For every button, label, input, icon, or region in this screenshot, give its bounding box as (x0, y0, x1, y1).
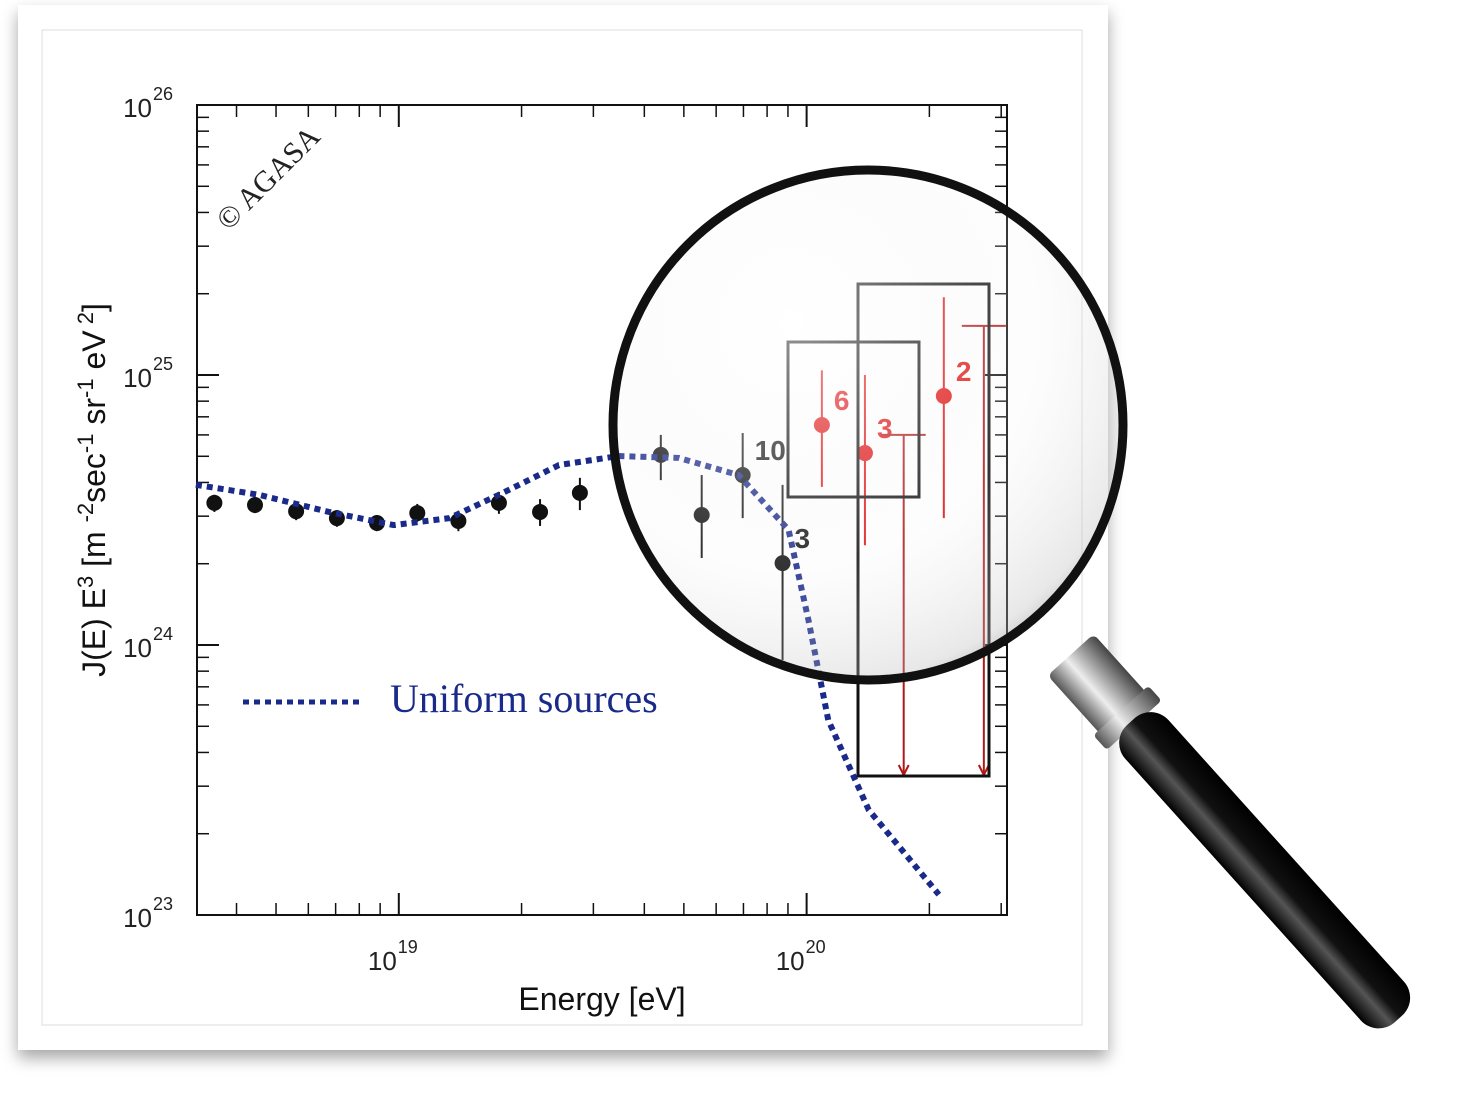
data-point (288, 503, 305, 520)
y-tick-label: 10 (123, 363, 152, 393)
x-tick-label-sup: 20 (806, 937, 826, 957)
y-axis-label-sup: -1 (73, 378, 98, 398)
y-axis-label-part: [m (76, 522, 112, 575)
y-tick-label: 10 (123, 93, 152, 123)
data-point (571, 484, 588, 501)
data-point (532, 503, 549, 520)
data-point (450, 512, 467, 529)
handle-collar (1050, 636, 1145, 733)
y-axis-label-sup: -1 (73, 434, 98, 454)
y-axis-label-part: J(E) E (76, 588, 112, 677)
x-tick-label: 10 (368, 946, 397, 976)
handle-ring (1094, 687, 1161, 749)
x-tick-label-sup: 19 (398, 937, 418, 957)
x-tick-label: 10 (776, 946, 805, 976)
y-axis-label-part: eV (76, 330, 112, 379)
y-axis-label-sup: 3 (73, 576, 98, 588)
y-tick-label-sup: 26 (153, 84, 173, 104)
handle (1119, 712, 1411, 1029)
y-axis-label-sup: -2 (73, 503, 98, 523)
y-axis-label: J(E) E3 [m -2sec-1 sr-1 eV 2] (73, 303, 112, 677)
lens (608, 165, 1128, 685)
y-tick-label-sup: 25 (153, 354, 173, 374)
data-point (247, 497, 264, 514)
y-tick-label-sup: 24 (153, 624, 173, 644)
y-tick-label: 10 (123, 903, 152, 933)
data-point (206, 494, 223, 511)
x-axis-label: Energy [eV] (518, 981, 685, 1017)
y-axis-label-sup: 2 (73, 312, 98, 330)
y-axis-label-part: sec (76, 453, 112, 503)
y-axis-label-part: ] (76, 303, 112, 312)
y-axis-label-part: sr (76, 398, 112, 434)
y-tick-label-sup: 23 (153, 894, 173, 914)
magnifier (608, 165, 1411, 1029)
data-point (490, 494, 507, 511)
y-tick-label: 10 (123, 633, 152, 663)
data-point (409, 505, 426, 522)
legend-label: Uniform sources (390, 676, 658, 721)
